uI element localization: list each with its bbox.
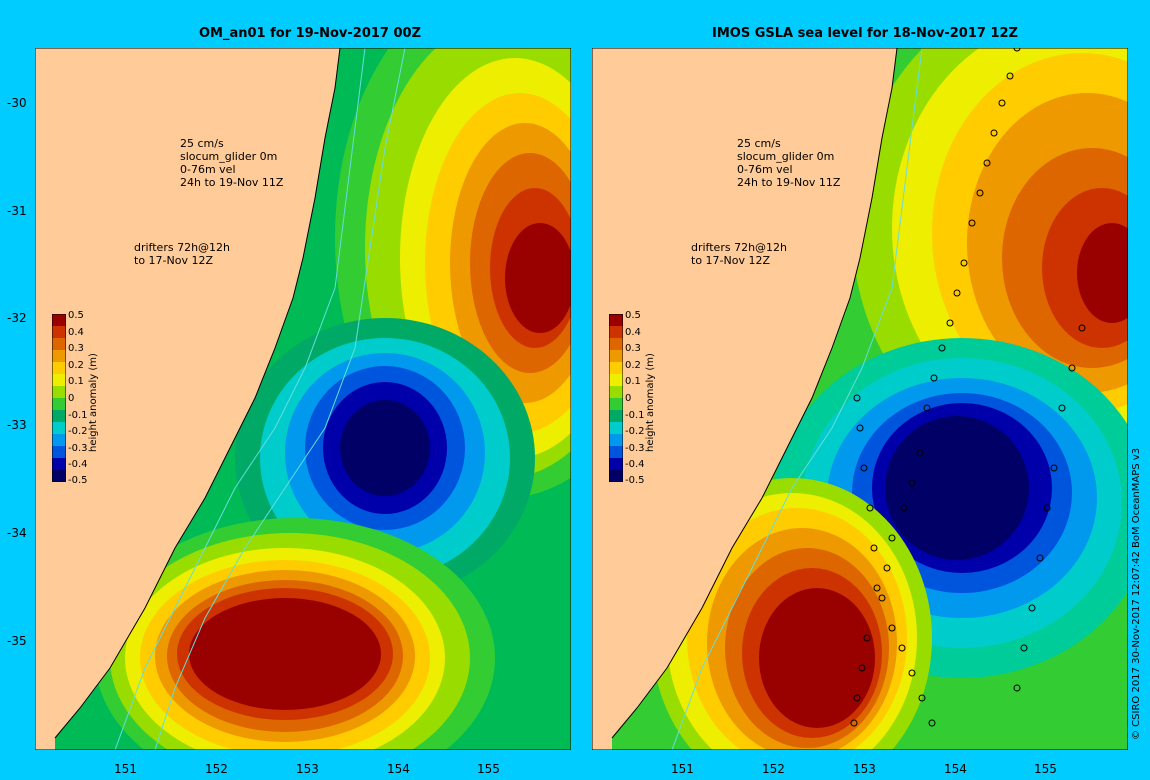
colorbar-tick: 0.5 bbox=[68, 310, 84, 321]
left-legend-vel-scale: 25 cm/s bbox=[180, 137, 224, 150]
lon-label: 153 bbox=[853, 762, 876, 776]
colorbar-tick: -0.2 bbox=[68, 426, 88, 437]
lat-label: -33 bbox=[7, 418, 27, 432]
right-legend-drifters-2: to 17-Nov 12Z bbox=[691, 254, 771, 267]
colorbar-tick: 0.1 bbox=[68, 376, 84, 387]
right-legend-vel-depth: 0-76m vel bbox=[737, 163, 793, 176]
lon-label: 152 bbox=[205, 762, 228, 776]
right-legend-glider: slocum_glider 0m bbox=[737, 150, 835, 163]
right-legend-vel-time: 24h to 19-Nov 11Z bbox=[737, 176, 841, 189]
right-colorbar bbox=[609, 314, 623, 482]
colorbar-tick: -0.4 bbox=[68, 459, 88, 470]
colorbar-tick: -0.3 bbox=[625, 443, 645, 454]
left-colorbar bbox=[52, 314, 66, 482]
colorbar-title: height anomaly (m) bbox=[88, 353, 99, 452]
lat-label: -31 bbox=[7, 204, 27, 218]
lon-label: 154 bbox=[387, 762, 410, 776]
left-legend-glider: slocum_glider 0m bbox=[180, 150, 278, 163]
colorbar-tick: -0.5 bbox=[625, 475, 645, 486]
lat-label: -35 bbox=[7, 634, 27, 648]
lon-label: 151 bbox=[114, 762, 137, 776]
colorbar-tick: -0.2 bbox=[625, 426, 645, 437]
colorbar-title: height anomaly (m) bbox=[645, 353, 656, 452]
left-land bbox=[35, 48, 340, 750]
colorbar-tick: 0.1 bbox=[625, 376, 641, 387]
left-map bbox=[35, 48, 571, 750]
right-land bbox=[592, 48, 897, 750]
left-legend-drifters-1: drifters 72h@12h bbox=[134, 241, 231, 254]
lat-label: -32 bbox=[7, 311, 27, 325]
colorbar-tick: 0.3 bbox=[68, 343, 84, 354]
left-legend-vel-time: 24h to 19-Nov 11Z bbox=[180, 176, 284, 189]
colorbar-tick: 0 bbox=[625, 393, 632, 404]
left-legend-drifters-2: to 17-Nov 12Z bbox=[134, 254, 214, 267]
credit-text: © CSIRO 2017 30-Nov-2017 12:07:42 BoM Oc… bbox=[1131, 447, 1142, 740]
colorbar-tick: -0.4 bbox=[625, 459, 645, 470]
right-map bbox=[592, 48, 1128, 750]
right-map-title: IMOS GSLA sea level for 18-Nov-2017 12Z bbox=[712, 26, 1018, 41]
colorbar-tick: -0.1 bbox=[68, 410, 88, 421]
lat-label: -30 bbox=[7, 96, 27, 110]
lon-label: 155 bbox=[477, 762, 500, 776]
colorbar-tick: 0.2 bbox=[68, 360, 84, 371]
lon-label: 153 bbox=[296, 762, 319, 776]
lon-label: 154 bbox=[944, 762, 967, 776]
colorbar-tick: -0.5 bbox=[68, 475, 88, 486]
lat-label: -34 bbox=[7, 526, 27, 540]
colorbar-tick: 0.2 bbox=[625, 360, 641, 371]
right-legend-drifters-1: drifters 72h@12h bbox=[691, 241, 788, 254]
lon-label: 155 bbox=[1034, 762, 1057, 776]
left-map-title: OM_an01 for 19-Nov-2017 00Z bbox=[198, 26, 422, 41]
colorbar-tick: 0.5 bbox=[625, 310, 641, 321]
colorbar-tick: -0.3 bbox=[68, 443, 88, 454]
colorbar-tick: 0 bbox=[68, 393, 75, 404]
altimeter-track-dots bbox=[850, 48, 1086, 727]
left-legend-vel-depth: 0-76m vel bbox=[180, 163, 236, 176]
colorbar-tick: -0.1 bbox=[625, 410, 645, 421]
lon-label: 151 bbox=[671, 762, 694, 776]
colorbar-tick: 0.3 bbox=[625, 343, 641, 354]
right-legend-vel-scale: 25 cm/s bbox=[737, 137, 781, 150]
colorbar-tick: 0.4 bbox=[68, 327, 84, 338]
colorbar-tick: 0.4 bbox=[625, 327, 641, 338]
lon-label: 152 bbox=[762, 762, 785, 776]
